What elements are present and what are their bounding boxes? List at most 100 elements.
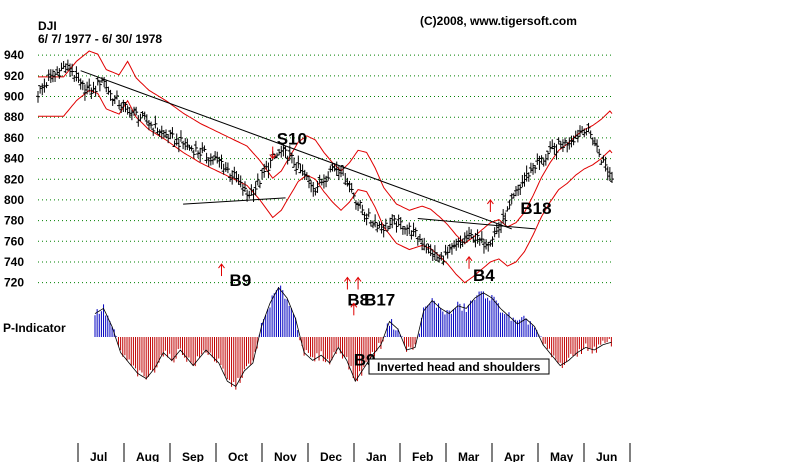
price-bar [560, 139, 565, 152]
price-bar [255, 173, 260, 186]
price-bar [225, 162, 230, 174]
signal-label: B8 [347, 290, 369, 309]
copyright: (C)2008, www.tigersoft.com [420, 14, 577, 28]
price-bar [456, 237, 461, 248]
price-bar [597, 148, 602, 158]
price-bar [373, 214, 378, 228]
signal-arrow-head [350, 302, 358, 308]
price-bar [607, 167, 612, 182]
price-bar [543, 153, 548, 166]
price-bar [563, 137, 568, 147]
price-bar [362, 211, 367, 222]
price-bar [185, 138, 190, 150]
price-bar [112, 94, 117, 104]
signal-label: B17 [364, 290, 395, 309]
y-tick-label: 860 [4, 131, 24, 145]
price-bar [556, 137, 561, 145]
month-label: Sep [182, 450, 204, 462]
price-bar [328, 165, 333, 173]
price-bar [347, 180, 352, 193]
price-bar [554, 144, 559, 160]
price-bar [599, 159, 604, 166]
price-bar [505, 206, 510, 212]
price-bar [371, 220, 376, 229]
price-bar [240, 183, 245, 196]
price-bar [138, 113, 143, 122]
signal-b4: B4 [465, 255, 495, 285]
price-bar [223, 162, 228, 172]
trendline [80, 70, 512, 230]
month-label: Dec [320, 450, 342, 462]
month-label: Apr [504, 450, 525, 462]
price-bar [196, 150, 201, 159]
price-bar [44, 82, 49, 89]
trendline [417, 218, 536, 230]
price-bar [151, 127, 156, 136]
price-bar [571, 135, 576, 146]
price-bar [567, 137, 572, 150]
price-bar [298, 163, 303, 174]
indicator-layer [94, 285, 612, 390]
price-bar [366, 208, 371, 218]
price-bar [309, 180, 314, 193]
price-bar [360, 204, 365, 216]
price-bar [208, 153, 213, 166]
signal-arrow-head [218, 263, 225, 269]
price-bar [93, 85, 98, 97]
price-bar [82, 84, 87, 101]
grid-layer: 940 920 900 880 860 840 820 800 780 760 740 720 [4, 48, 612, 290]
symbol-title: DJI [38, 19, 57, 33]
signal-b17: B17 [354, 276, 395, 309]
price-bar [437, 254, 442, 263]
month-label: Aug [136, 450, 159, 462]
price-bar [72, 75, 77, 82]
signal-s10: S10 [269, 130, 307, 160]
y-tick-label: 940 [4, 48, 24, 62]
price-bar [449, 243, 454, 255]
price-bar [57, 68, 62, 79]
annotation-box [368, 358, 550, 375]
price-bar [503, 212, 508, 226]
price-bar [117, 100, 122, 110]
price-bar [61, 61, 66, 69]
price-bar [189, 145, 194, 152]
price-bar [140, 111, 145, 117]
price-bar [283, 145, 288, 159]
month-label: Oct [228, 450, 248, 462]
date-range: 6/ 7/ 1977 - 6/ 30/ 1978 [38, 32, 162, 46]
price-bar [415, 236, 420, 246]
price-bar [603, 156, 608, 172]
price-bar [394, 221, 399, 233]
month-label: Feb [412, 450, 433, 462]
axis-layer: Jul Aug Sep Oct Nov Dec Jan Feb Mar Apr May Jun [77, 443, 631, 464]
price-bar [294, 162, 299, 175]
price-bar [405, 224, 410, 237]
signal-arrow-head [344, 276, 351, 282]
price-bar [89, 87, 94, 100]
signal-b9: B9 [218, 263, 251, 290]
price-bar [364, 213, 369, 226]
price-bar [486, 241, 491, 252]
price-bar [507, 199, 512, 210]
y-tick-label: 820 [4, 172, 24, 186]
price-bar [149, 121, 154, 129]
price-bar [526, 172, 531, 182]
price-bar [38, 85, 43, 94]
price-bar [424, 244, 429, 254]
y-tick-label: 920 [4, 69, 24, 83]
price-bar [36, 90, 40, 103]
price-bar [522, 172, 527, 187]
price-bar [326, 171, 331, 181]
price-bar [520, 174, 525, 188]
price-bar [539, 155, 544, 164]
price-bar [40, 83, 45, 96]
price-bar [479, 231, 484, 244]
price-bar [392, 215, 397, 225]
price-bar [349, 182, 354, 193]
price-bar [178, 130, 183, 142]
price-bar [95, 76, 100, 86]
price-bar [403, 226, 408, 235]
month-label: Jun [596, 450, 617, 462]
